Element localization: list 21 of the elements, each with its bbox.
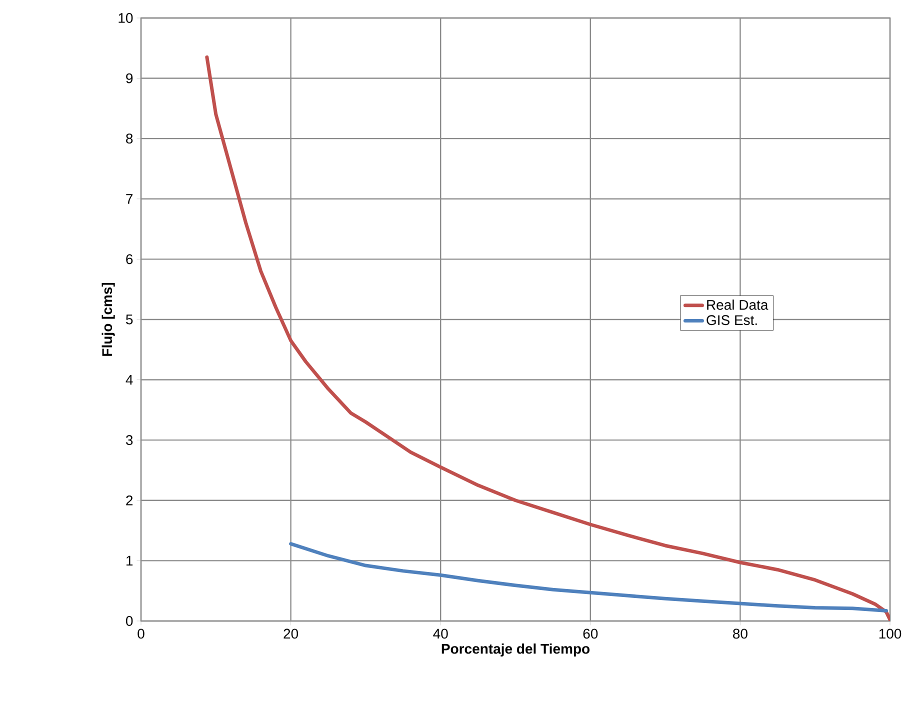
y-tick-label: 3 xyxy=(126,435,133,446)
x-tick-label: 60 xyxy=(583,628,598,639)
y-tick-label: 0 xyxy=(126,616,133,626)
y-tick-label: 2 xyxy=(126,495,133,506)
legend-label: Real Data xyxy=(707,300,768,310)
y-tick-label: 9 xyxy=(126,73,133,84)
legend-label: GIS Est. xyxy=(706,315,757,326)
x-tick-label: 0 xyxy=(138,628,144,639)
y-tick-label: 1 xyxy=(126,556,133,566)
y-tick-label: 5 xyxy=(126,314,133,324)
x-tick-label: 80 xyxy=(733,628,748,639)
y-axis-title: Flujo [cms] xyxy=(102,282,115,356)
y-tick-label: 6 xyxy=(126,254,133,264)
y-tick-label: 10 xyxy=(118,13,133,23)
x-axis-title: Porcentaje del Tiempo xyxy=(442,644,590,657)
x-tick-label: 40 xyxy=(433,628,448,639)
y-tick-label: 8 xyxy=(126,134,133,144)
x-tick-label: 20 xyxy=(284,628,298,639)
y-tick-label: 4 xyxy=(126,374,133,385)
x-tick-label: 100 xyxy=(879,628,902,639)
y-tick-label: 7 xyxy=(126,194,133,204)
